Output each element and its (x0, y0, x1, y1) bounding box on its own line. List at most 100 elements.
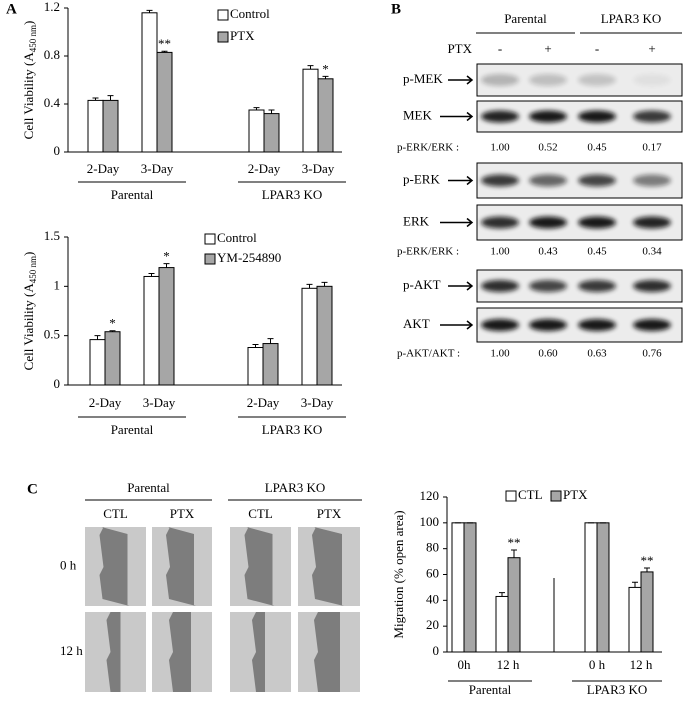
bar (628, 586, 642, 653)
legend-swatch (550, 490, 562, 502)
legend-swatch (217, 9, 229, 21)
blot-band (633, 74, 671, 86)
error-bar (321, 281, 328, 287)
ratio-label: p-ERK/ERK : (397, 142, 459, 154)
x-tick-label: 3-Day (143, 395, 176, 410)
y-tick-label: 40 (426, 591, 439, 606)
legend-swatch (204, 253, 216, 265)
wound-gap (312, 527, 344, 606)
bar (596, 522, 610, 653)
blot-group-label: Parental (504, 11, 547, 26)
bar (158, 267, 175, 386)
y-axis-label-part: 450 nm (28, 25, 38, 52)
group-label: Parental (111, 422, 154, 437)
blot-band (633, 319, 671, 331)
y-tick-label: 1.2 (44, 0, 60, 14)
y-axis-label-part: ) (21, 252, 36, 256)
error-bar (252, 344, 259, 348)
band-arrow (448, 75, 474, 85)
legend-label: Control (230, 6, 270, 21)
bar (317, 78, 334, 153)
group-label: LPAR3 KO (587, 682, 648, 697)
ratio-value: 0.45 (587, 246, 607, 258)
legend-label: CTL (518, 487, 543, 502)
wound-column-label: PTX (170, 506, 195, 521)
y-tick-label: 20 (426, 617, 439, 632)
blot-group-label: LPAR3 KO (601, 11, 662, 26)
bar (104, 331, 121, 386)
bar (262, 343, 279, 386)
band-label: MEK (403, 107, 433, 122)
error-bar (146, 9, 153, 13)
ratio-value: 1.00 (490, 246, 510, 258)
blot-band (529, 280, 567, 292)
y-tick-label: 120 (420, 488, 440, 503)
blot-band (481, 174, 519, 187)
group-label: Parental (111, 187, 154, 202)
blot-band (578, 74, 616, 86)
blot-band (481, 216, 519, 229)
group-label: LPAR3 KO (262, 187, 323, 202)
blot-band (529, 174, 567, 187)
band-label: p-ERK (403, 171, 440, 186)
ratio-value: 0.60 (538, 348, 558, 360)
wound-gap (99, 527, 130, 606)
significance: * (109, 316, 116, 331)
bar (263, 113, 280, 153)
y-axis-label-part: Migration (% open area) (391, 510, 406, 638)
significance: ** (158, 36, 171, 51)
band-arrow (440, 320, 474, 330)
error-bar (644, 567, 650, 572)
significance: * (163, 249, 170, 264)
x-tick-label: 3-Day (302, 161, 335, 176)
y-tick-label: 1 (54, 277, 61, 292)
error-bar (632, 581, 638, 588)
wound-gap (169, 612, 193, 692)
x-tick-label: 12 h (497, 657, 520, 672)
wound-gap (166, 527, 196, 606)
y-tick-label: 1.5 (44, 228, 60, 243)
bar (87, 99, 104, 153)
wound-gap (314, 612, 342, 692)
legend-label: YM-254890 (217, 250, 281, 265)
y-tick-label: 80 (426, 540, 439, 555)
blot-band (633, 280, 671, 292)
band-arrow (440, 217, 474, 228)
lane-label: + (648, 41, 655, 56)
bar (102, 99, 119, 153)
band-arrow (440, 111, 474, 122)
y-axis-label: Cell Viability (A450 nm) (21, 252, 38, 371)
y-axis-label-part: Cell Viability (A (21, 283, 36, 371)
y-tick-label: 0 (433, 643, 440, 658)
blot-band (481, 280, 519, 292)
error-bar (161, 50, 168, 53)
bar (141, 12, 158, 153)
group-label: LPAR3 KO (262, 422, 323, 437)
ratio-label: p-AKT/AKT : (397, 348, 460, 360)
legend-swatch (204, 233, 216, 245)
blot-band (529, 74, 567, 86)
blot-band (481, 110, 519, 123)
group-label: Parental (469, 682, 512, 697)
y-tick-label: 0 (54, 143, 61, 158)
ratio-value: 0.17 (642, 142, 662, 154)
band-arrow (448, 175, 474, 186)
y-tick-label: 0.4 (44, 95, 61, 110)
error-bar (307, 65, 314, 70)
x-tick-label: 0h (458, 657, 472, 672)
error-bar (499, 592, 505, 597)
error-bar (253, 107, 260, 110)
bar (156, 51, 173, 153)
blot-band (529, 319, 567, 331)
bar (89, 339, 106, 386)
bar (302, 68, 319, 153)
error-bar (322, 75, 329, 79)
wound-gap (244, 527, 275, 606)
ratio-value: 0.63 (587, 348, 607, 360)
ratio-value: 0.52 (538, 142, 557, 154)
blot-band (633, 216, 671, 229)
panel-label: C (27, 481, 38, 497)
bar (507, 557, 521, 653)
x-tick-label: 3-Day (141, 161, 174, 176)
